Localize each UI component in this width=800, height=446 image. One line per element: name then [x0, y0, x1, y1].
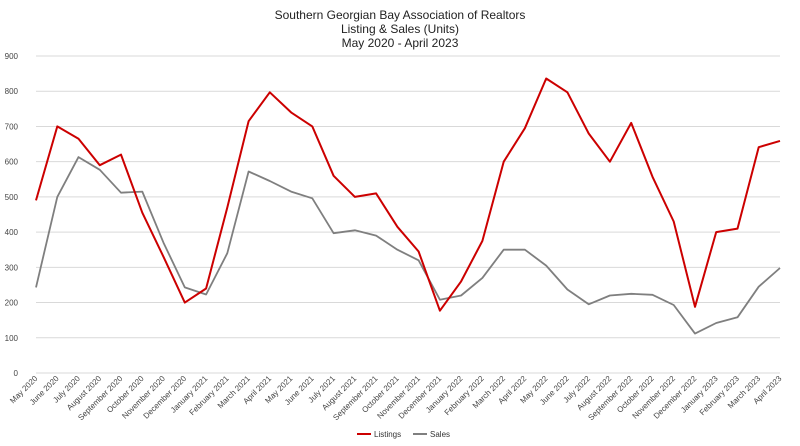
y-axis-tick-labels: 0 100 200 300 400 500 600 700 800 900 — [5, 52, 19, 378]
y-tick-label: 300 — [5, 263, 19, 272]
y-tick-label: 100 — [5, 334, 19, 343]
legend-label-sales: Sales — [430, 430, 450, 439]
chart-title-line-3: May 2020 - April 2023 — [342, 36, 459, 50]
y-tick-label: 900 — [5, 52, 19, 61]
y-tick-label: 700 — [5, 122, 19, 131]
series-line-listings — [35, 77, 781, 312]
y-tick-label: 800 — [5, 87, 19, 96]
chart-title-line-2: Listing & Sales (Units) — [341, 22, 459, 36]
legend: Listings Sales — [357, 430, 450, 439]
y-tick-label: 0 — [14, 369, 19, 378]
y-tick-label: 500 — [5, 193, 19, 202]
y-tick-label: 400 — [5, 228, 19, 237]
y-tick-label: 600 — [5, 158, 19, 167]
chart-title-line-1: Southern Georgian Bay Association of Rea… — [275, 8, 526, 22]
data-series — [35, 77, 781, 335]
gridlines — [36, 55, 780, 374]
chart-title: Southern Georgian Bay Association of Rea… — [275, 8, 526, 50]
y-tick-label: 200 — [5, 299, 19, 308]
series-line-sales — [35, 156, 781, 335]
legend-label-listings: Listings — [374, 430, 401, 439]
